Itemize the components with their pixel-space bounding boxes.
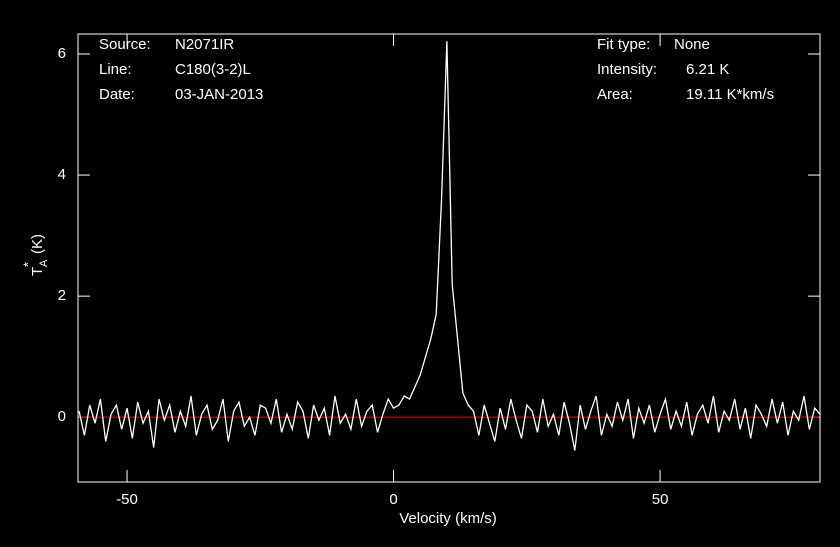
y-tick-label: 0 xyxy=(58,408,66,425)
x-axis-label: Velocity (km/s) xyxy=(399,510,497,527)
y-label-sup: * xyxy=(20,262,35,267)
plot-frame xyxy=(77,33,821,483)
y-label-sub: A xyxy=(38,259,50,267)
y-tick-label: 4 xyxy=(58,166,66,183)
annotation-label: Date: xyxy=(99,86,135,103)
annotation-value: None xyxy=(674,36,710,53)
annotation-label: Source: xyxy=(99,36,151,53)
x-tick-label: 50 xyxy=(652,491,669,508)
y-tick-label: 6 xyxy=(58,45,66,62)
annotation-value: 19.11 K*km/s xyxy=(686,86,774,103)
y-label-main: T xyxy=(29,267,46,276)
annotation-value: 6.21 K xyxy=(686,61,729,78)
annotation-label: Intensity: xyxy=(597,61,657,78)
y-tick-label: 2 xyxy=(58,287,66,304)
x-tick-label: -50 xyxy=(116,491,138,508)
x-tick-label: 0 xyxy=(389,491,397,508)
annotation-label: Fit type: xyxy=(597,36,650,53)
annotation-value: 03-JAN-2013 xyxy=(175,86,263,103)
annotation-value: C180(3-2)L xyxy=(175,61,251,78)
y-axis-label: T A * (K) xyxy=(20,234,49,276)
spectrum-line xyxy=(78,41,821,451)
annotation-label: Area: xyxy=(597,86,633,103)
annotation-value: N2071IR xyxy=(175,36,234,53)
annotation-label: Line: xyxy=(99,61,132,78)
y-label-unit: (K) xyxy=(29,234,46,254)
